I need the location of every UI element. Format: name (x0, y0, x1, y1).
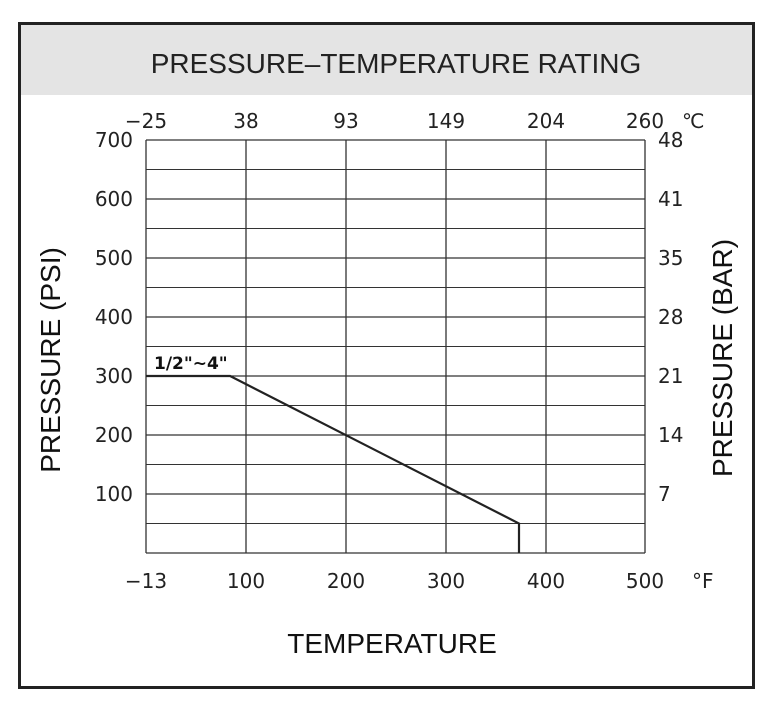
x2-unit-label: ℃ (682, 109, 704, 133)
x2-tick-label: 149 (427, 109, 465, 133)
y-tick-label: 500 (95, 246, 133, 270)
y-tick-label: 200 (95, 423, 133, 447)
y2-tick-label: 35 (658, 246, 683, 270)
x-tick-label: −13 (125, 569, 167, 593)
x-tick-label: 100 (227, 569, 265, 593)
x-tick-label: 500 (626, 569, 664, 593)
x2-tick-label: 204 (527, 109, 565, 133)
series-line (146, 374, 521, 553)
y-tick-label: 700 (95, 128, 133, 152)
title-band (21, 25, 752, 95)
x-unit-label: °F (692, 569, 714, 593)
chart-frame (18, 22, 755, 689)
x-tick-label: 200 (327, 569, 365, 593)
x2-tick-label: −25 (125, 109, 167, 133)
y2-tick-label: 7 (658, 482, 671, 506)
x-tick-label: 400 (527, 569, 565, 593)
y2-tick-label: 28 (658, 305, 683, 329)
y-tick-label: 400 (95, 305, 133, 329)
y2-tick-label: 48 (658, 128, 683, 152)
x-axis-label: TEMPERATURE (287, 628, 497, 659)
x2-tick-label: 260 (626, 109, 664, 133)
y-tick-label: 100 (95, 482, 133, 506)
y-tick-label: 600 (95, 187, 133, 211)
series-label: 1/2"~4" (154, 354, 228, 374)
x-tick-label: 300 (427, 569, 465, 593)
y2-tick-label: 14 (658, 423, 683, 447)
y-axis-label: PRESSURE (PSI) (35, 247, 66, 473)
chart-title: PRESSURE–TEMPERATURE RATING (151, 48, 642, 79)
y-tick-label: 300 (95, 364, 133, 388)
x2-tick-label: 38 (233, 109, 258, 133)
y2-tick-label: 21 (658, 364, 683, 388)
y2-tick-label: 41 (658, 187, 683, 211)
x2-tick-label: 93 (333, 109, 358, 133)
y2-axis-label: PRESSURE (BAR) (707, 239, 738, 477)
